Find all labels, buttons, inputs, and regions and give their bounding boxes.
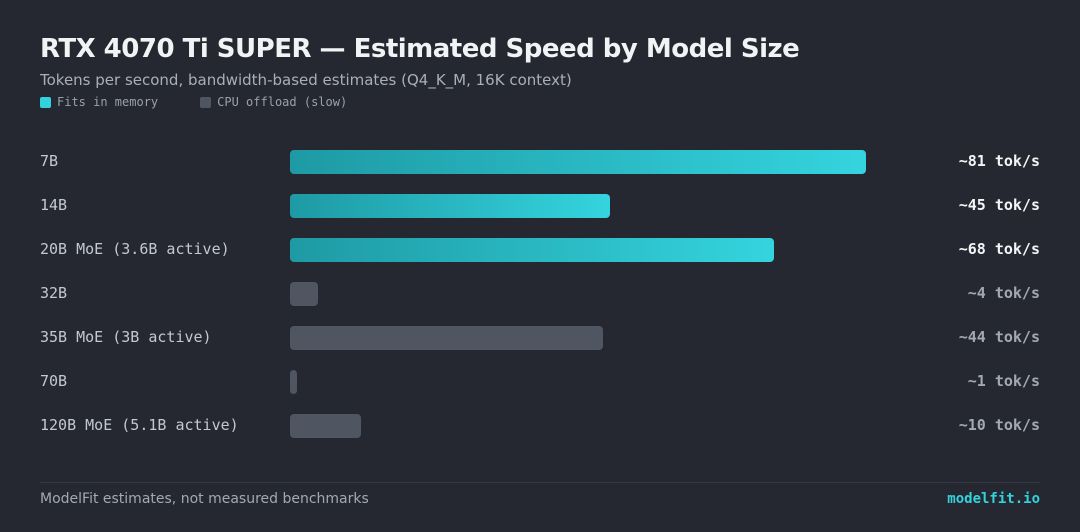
value-label: ~81 tok/s <box>958 152 1040 170</box>
legend-swatch-offload <box>200 96 212 108</box>
bar <box>290 414 361 438</box>
chart-row: 7B ~81 tok/s <box>0 140 1080 184</box>
chart-row: 120B MoE (5.1B active) ~10 tok/s <box>0 404 1080 448</box>
value-label: ~68 tok/s <box>958 240 1040 258</box>
footer-divider <box>40 482 1040 483</box>
bar <box>290 150 866 174</box>
chart-row: 35B MoE (3B active) ~44 tok/s <box>0 316 1080 360</box>
legend-item-fit: Fits in memory <box>40 95 158 109</box>
category-label: 20B MoE (3.6B active) <box>40 240 230 258</box>
footer-brand-link[interactable]: modelfit.io <box>947 491 1040 507</box>
value-label: ~44 tok/s <box>958 328 1040 346</box>
bar <box>290 282 318 306</box>
bar <box>290 194 610 218</box>
value-label: ~4 tok/s <box>967 284 1040 302</box>
chart-row: 14B ~45 tok/s <box>0 184 1080 228</box>
legend-item-offload: CPU offload (slow) <box>200 95 347 109</box>
footer-note: ModelFit estimates, not measured benchma… <box>40 491 369 507</box>
legend: Fits in memory CPU offload (slow) <box>40 95 347 109</box>
value-label: ~10 tok/s <box>958 416 1040 434</box>
category-label: 70B <box>40 372 68 390</box>
bar-chart: 7B ~81 tok/s 14B ~45 tok/s 20B MoE (3.6B act… <box>0 140 1080 448</box>
legend-swatch-fit <box>40 96 51 108</box>
category-label: 35B MoE (3B active) <box>40 328 212 346</box>
category-label: 32B <box>40 284 68 302</box>
chart-row: 70B ~1 tok/s <box>0 360 1080 404</box>
category-label: 7B <box>40 152 59 170</box>
bar <box>290 326 603 350</box>
bar <box>290 370 297 394</box>
chart-subtitle: Tokens per second, bandwidth-based estim… <box>40 71 572 89</box>
value-label: ~45 tok/s <box>958 196 1040 214</box>
category-label: 14B <box>40 196 68 214</box>
chart-title: RTX 4070 Ti SUPER — Estimated Speed by M… <box>40 34 800 64</box>
chart-row: 32B ~4 tok/s <box>0 272 1080 316</box>
bar <box>290 238 774 262</box>
chart-row: 20B MoE (3.6B active) ~68 tok/s <box>0 228 1080 272</box>
value-label: ~1 tok/s <box>967 372 1040 390</box>
legend-label-offload: CPU offload (slow) <box>217 95 348 109</box>
legend-label-fit: Fits in memory <box>57 95 159 109</box>
category-label: 120B MoE (5.1B active) <box>40 416 239 434</box>
